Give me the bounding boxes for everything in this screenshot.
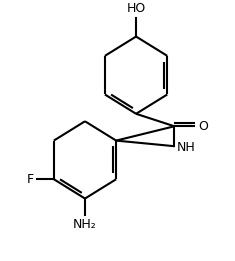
Text: F: F [27, 173, 34, 186]
Text: O: O [198, 120, 208, 133]
Text: NH: NH [177, 141, 196, 154]
Text: HO: HO [126, 2, 146, 15]
Text: NH₂: NH₂ [73, 218, 97, 232]
